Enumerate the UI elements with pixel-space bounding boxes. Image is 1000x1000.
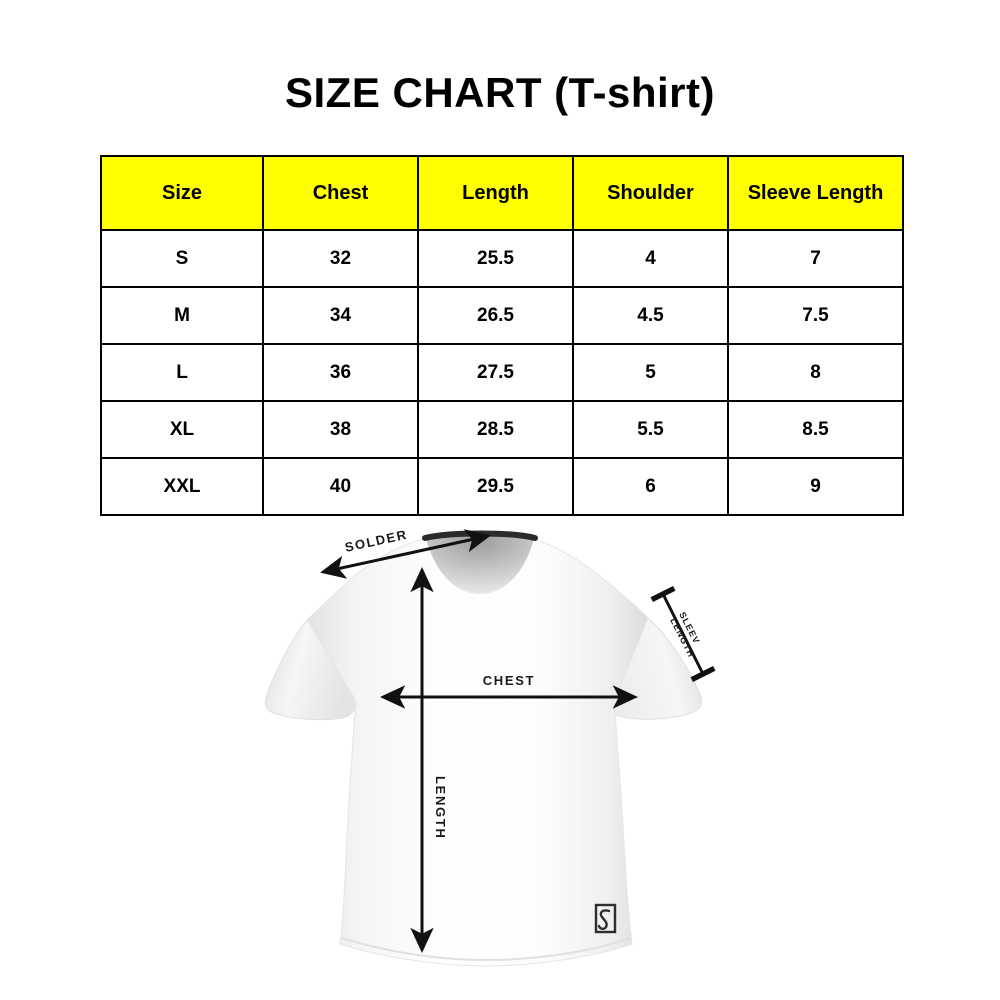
cell-length: 28.5 — [417, 400, 574, 459]
column-header-shoulder: Shoulder — [572, 155, 729, 231]
cell-size: L — [100, 343, 264, 402]
cell-sleeve: 8 — [727, 343, 904, 402]
table-row: XXL 40 29.5 6 9 — [100, 457, 904, 516]
cell-size: XL — [100, 400, 264, 459]
cell-sleeve: 7 — [727, 229, 904, 288]
cell-sleeve: 8.5 — [727, 400, 904, 459]
table-header-row: Size Chest Length Shoulder Sleeve Length — [100, 155, 904, 231]
column-header-chest: Chest — [262, 155, 419, 231]
cell-sleeve: 7.5 — [727, 286, 904, 345]
cell-sleeve: 9 — [727, 457, 904, 516]
cell-chest: 34 — [262, 286, 419, 345]
cell-length: 29.5 — [417, 457, 574, 516]
tshirt-body — [306, 534, 649, 967]
cell-shoulder: 4.5 — [572, 286, 729, 345]
cell-length: 26.5 — [417, 286, 574, 345]
cell-chest: 38 — [262, 400, 419, 459]
cell-size: M — [100, 286, 264, 345]
table-row: S 32 25.5 4 7 — [100, 229, 904, 288]
cell-chest: 32 — [262, 229, 419, 288]
table-row: XL 38 28.5 5.5 8.5 — [100, 400, 904, 459]
column-header-sleeve: Sleeve Length — [727, 155, 904, 231]
table-row: L 36 27.5 5 8 — [100, 343, 904, 402]
cell-size: S — [100, 229, 264, 288]
cell-size: XXL — [100, 457, 264, 516]
cell-length: 27.5 — [417, 343, 574, 402]
cell-length: 25.5 — [417, 229, 574, 288]
cell-shoulder: 5.5 — [572, 400, 729, 459]
cell-chest: 40 — [262, 457, 419, 516]
brand-tag-icon — [594, 903, 617, 934]
tshirt-measurement-diagram: SOLDER CHEST LENGTH SLEEV LENGTH — [250, 508, 760, 988]
cell-shoulder: 5 — [572, 343, 729, 402]
length-measure-arrow: LENGTH — [410, 566, 448, 953]
chest-measure-label: CHEST — [483, 673, 536, 688]
column-header-size: Size — [100, 155, 264, 231]
table-row: M 34 26.5 4.5 7.5 — [100, 286, 904, 345]
size-chart-table: Size Chest Length Shoulder Sleeve Length… — [100, 155, 904, 516]
tshirt-hem-line — [341, 937, 631, 962]
cell-shoulder: 4 — [572, 229, 729, 288]
size-chart-table-container: Size Chest Length Shoulder Sleeve Length… — [100, 155, 904, 516]
cell-chest: 36 — [262, 343, 419, 402]
cell-shoulder: 6 — [572, 457, 729, 516]
page-title: SIZE CHART (T-shirt) — [285, 69, 715, 116]
column-header-length: Length — [417, 155, 574, 231]
length-measure-label: LENGTH — [433, 776, 448, 840]
